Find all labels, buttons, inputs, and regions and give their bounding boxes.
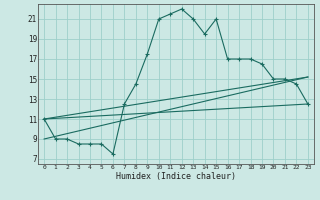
X-axis label: Humidex (Indice chaleur): Humidex (Indice chaleur) bbox=[116, 172, 236, 181]
